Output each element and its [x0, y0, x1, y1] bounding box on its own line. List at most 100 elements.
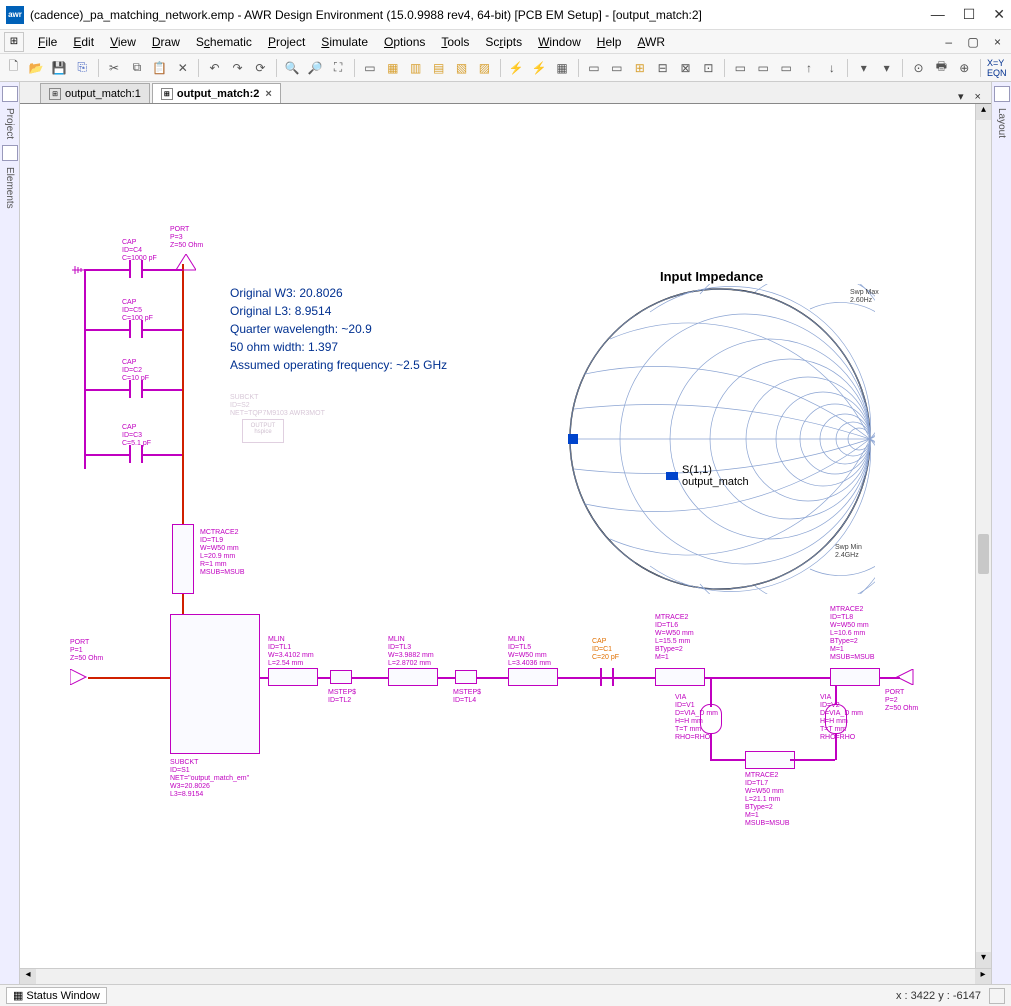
project-panel-label[interactable]: Project	[4, 108, 15, 139]
delete-icon[interactable]: ✕	[173, 58, 192, 78]
scroll-up-icon[interactable]: ▴	[976, 104, 991, 120]
tb-j[interactable]: ⊡	[699, 58, 718, 78]
app-icon: awr	[6, 6, 24, 24]
status-window-icon: ▦	[13, 989, 23, 1002]
redo-icon[interactable]: ↷	[228, 58, 247, 78]
smith-chart	[565, 284, 875, 594]
zoom-out-icon[interactable]: 🔎	[306, 58, 325, 78]
close-button[interactable]: ✕	[993, 6, 1005, 23]
mstep-tl2-label: MSTEP$ ID=TL2	[328, 689, 356, 705]
menu-tools[interactable]: Tools	[433, 33, 477, 51]
elements-panel-icon[interactable]	[2, 145, 18, 161]
cursor-coords: x : 3422 y : -6147	[896, 990, 981, 1002]
port-1-label: PORT P=1 Z=50 Ohm	[70, 639, 103, 663]
tb-h[interactable]: ⊟	[653, 58, 672, 78]
tb-d[interactable]: ▨	[475, 58, 494, 78]
maximize-button[interactable]: ☐	[963, 6, 976, 23]
zoom-fit-icon[interactable]: ⛶	[329, 58, 348, 78]
refresh-icon[interactable]: ⟳	[251, 58, 270, 78]
menu-file[interactable]: File	[30, 33, 65, 51]
menu-help[interactable]: Help	[589, 33, 630, 51]
tab-label: output_match:2	[177, 88, 260, 100]
mlin-tl3	[388, 668, 438, 686]
menu-schematic[interactable]: Schematic	[188, 33, 260, 51]
tb-b[interactable]: ▤	[429, 58, 448, 78]
tb-o[interactable]: ▾	[877, 58, 896, 78]
tb-k[interactable]: ▭	[731, 58, 750, 78]
open-icon[interactable]: 📂	[27, 58, 46, 78]
tile-icon[interactable]: ▦	[383, 58, 402, 78]
project-panel-icon[interactable]	[2, 86, 18, 102]
canvas-wrap: ⊞ output_match:1 ⊞ output_match:2 × ▾ × …	[20, 82, 991, 984]
tb-e[interactable]: ▭	[584, 58, 603, 78]
tab-close-icon[interactable]: ×	[265, 88, 271, 100]
port-2	[895, 669, 915, 685]
menu-draw[interactable]: Draw	[144, 33, 188, 51]
tb-a[interactable]: ▥	[406, 58, 425, 78]
undo-icon[interactable]: ↶	[205, 58, 224, 78]
stop-icon[interactable]: ▦	[553, 58, 572, 78]
menu-simulate[interactable]: Simulate	[313, 33, 376, 51]
menu-project[interactable]: Project	[260, 33, 313, 51]
scroll-track[interactable]	[36, 969, 975, 984]
menu-awr[interactable]: AWR	[629, 33, 673, 51]
menu-view[interactable]: View	[102, 33, 144, 51]
scroll-right-icon[interactable]: ▸	[975, 969, 991, 984]
cut-icon[interactable]: ✂	[105, 58, 124, 78]
new-icon[interactable]: 🗋	[4, 58, 23, 78]
layout-panel-icon[interactable]	[994, 86, 1010, 102]
mdi-window-controls[interactable]: – ▢ ×	[945, 35, 1007, 49]
mstep-tl4-label: MSTEP$ ID=TL4	[453, 689, 481, 705]
layout-panel-label[interactable]: Layout	[996, 108, 1007, 138]
tab-output-match-1[interactable]: ⊞ output_match:1	[40, 83, 150, 103]
cap-c1-label: CAP ID=C1 C=20 pF	[592, 638, 619, 662]
run-icon[interactable]: ⚡	[507, 58, 526, 78]
schematic-canvas[interactable]: ▴ ▾ Original W3: 20.8026 Original L3: 8.…	[20, 104, 991, 968]
zoom-in-icon[interactable]: 🔍	[283, 58, 302, 78]
tb-g[interactable]: ⊞	[630, 58, 649, 78]
save-all-icon[interactable]: ⎘	[73, 58, 92, 78]
vertical-scrollbar[interactable]: ▴ ▾	[975, 104, 991, 968]
tb-c[interactable]: ▧	[452, 58, 471, 78]
horizontal-scrollbar[interactable]: ◂ ▸	[20, 968, 991, 984]
mlin-tl1	[268, 668, 318, 686]
tb-n[interactable]: ▾	[854, 58, 873, 78]
mtrace2-tl7-label: MTRACE2 ID=TL7 W=W50 mm L=21.1 mm BType=…	[745, 772, 790, 828]
menu-window[interactable]: Window	[530, 33, 589, 51]
status-window-button[interactable]: ▦ Status Window	[6, 987, 107, 1004]
tb-m[interactable]: ▭	[777, 58, 796, 78]
schematic-type-icon[interactable]: ⊞	[4, 32, 24, 52]
cap-c5-label: CAP ID=C5 C=100 pF	[122, 299, 153, 323]
copy-icon[interactable]: ⧉	[127, 58, 146, 78]
mlin-tl5	[508, 668, 558, 686]
scroll-thumb[interactable]	[978, 534, 989, 574]
tab-output-match-2[interactable]: ⊞ output_match:2 ×	[152, 83, 281, 103]
xy-icon[interactable]: X=YEQN	[987, 58, 1007, 78]
tab-controls[interactable]: ▾ ×	[958, 90, 985, 103]
down-icon[interactable]: ↓	[822, 58, 841, 78]
cascade-icon[interactable]: ▭	[360, 58, 379, 78]
tb-p[interactable]: ⊙	[909, 58, 928, 78]
menu-scripts[interactable]: Scripts	[477, 33, 530, 51]
mctrace2-tl9	[172, 524, 194, 594]
menu-options[interactable]: Options	[376, 33, 433, 51]
elements-panel-label[interactable]: Elements	[4, 167, 15, 209]
resize-grip[interactable]	[989, 988, 1005, 1004]
tb-l[interactable]: ▭	[754, 58, 773, 78]
cap-c4-label: CAP ID=C4 C=1000 pF	[122, 239, 157, 263]
print-icon[interactable]: 🖶	[932, 58, 951, 78]
up-icon[interactable]: ↑	[800, 58, 819, 78]
paste-icon[interactable]: 📋	[150, 58, 169, 78]
save-icon[interactable]: 💾	[50, 58, 69, 78]
scroll-down-icon[interactable]: ▾	[976, 952, 991, 968]
scroll-left-icon[interactable]: ◂	[20, 969, 36, 984]
minimize-button[interactable]: —	[931, 6, 945, 23]
menu-edit[interactable]: Edit	[65, 33, 102, 51]
cap-c3-label: CAP ID=C3 C=5.1 pF	[122, 424, 151, 448]
tb-q[interactable]: ⊕	[955, 58, 974, 78]
tab-label: output_match:1	[65, 88, 141, 100]
run2-icon[interactable]: ⚡	[530, 58, 549, 78]
tb-i[interactable]: ⊠	[676, 58, 695, 78]
port-3-label: PORT P=3 Z=50 Ohm	[170, 226, 203, 250]
tb-f[interactable]: ▭	[607, 58, 626, 78]
